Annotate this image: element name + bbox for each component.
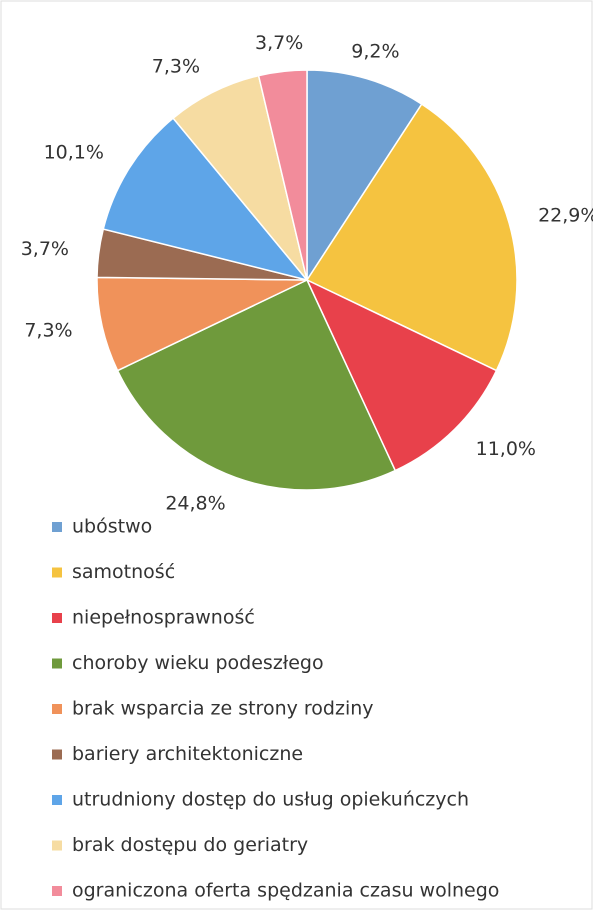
data-label: 10,1% (44, 142, 104, 164)
legend-label: samotność (72, 561, 175, 583)
legend-swatch (52, 795, 62, 805)
data-label: 9,2% (351, 40, 399, 62)
legend-label: ubóstwo (72, 516, 152, 538)
pie-slice (305, 103, 518, 372)
data-label: 7,3% (24, 320, 72, 342)
legend-swatch (52, 613, 62, 623)
legend-swatch (52, 704, 62, 714)
legend-swatch (52, 886, 62, 896)
legend-label: choroby wieku podeszłego (72, 652, 324, 674)
data-label: 3,7% (255, 32, 303, 54)
legend-swatch (52, 567, 62, 578)
data-label: 24,8% (165, 492, 225, 514)
legend-swatch (52, 749, 62, 760)
data-label: 3,7% (21, 238, 69, 260)
pie-slice (116, 278, 397, 491)
legend-label: brak wsparcia ze strony rodziny (72, 698, 374, 720)
legend-label: bariery architektoniczne (72, 743, 303, 765)
pie-slice (257, 69, 308, 281)
data-label: 22,9% (538, 204, 593, 226)
data-label: 7,3% (152, 55, 200, 77)
legend-label: niepełnosprawność (72, 607, 255, 629)
legend-swatch (52, 658, 62, 669)
legend-swatch (52, 522, 62, 532)
pie-slice (305, 278, 498, 472)
pie-slice (102, 117, 310, 282)
legend-label: brak dostępu do geriatry (72, 834, 308, 856)
legend-swatch (52, 840, 62, 851)
pie-slice (306, 69, 423, 283)
data-label: 11,0% (476, 438, 536, 460)
legend-label: utrudniony dostęp do usług opiekuńczych (72, 789, 469, 811)
legend-label: ograniczona oferta spędzania czasu wolne… (72, 880, 499, 902)
